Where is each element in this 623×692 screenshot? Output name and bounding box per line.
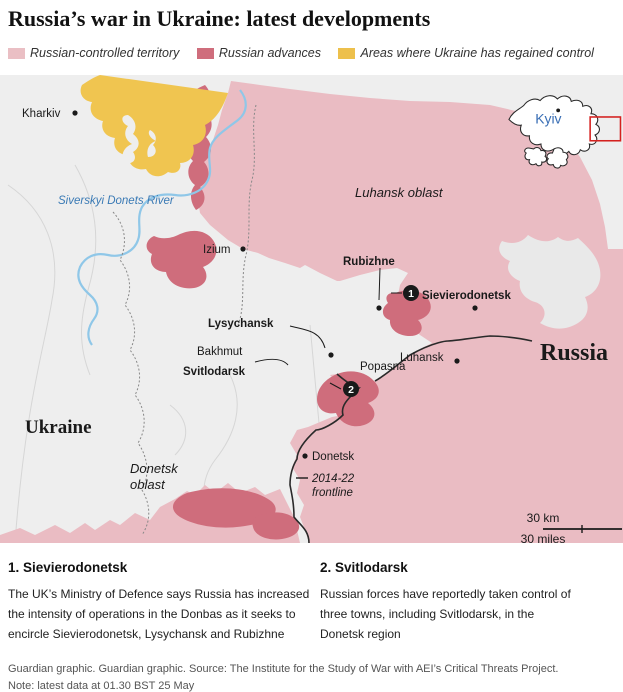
svg-text:Lysychansk: Lysychansk — [208, 318, 274, 330]
svg-text:Rubizhne: Rubizhne — [343, 256, 395, 268]
svg-text:Siverskyi Donets River: Siverskyi Donets River — [58, 195, 175, 207]
svg-text:Russia: Russia — [540, 340, 608, 366]
svg-text:Donetsk: Donetsk — [130, 461, 179, 476]
svg-text:2: 2 — [348, 384, 354, 396]
svg-text:Donetsk: Donetsk — [312, 451, 354, 463]
svg-text:Kyiv: Kyiv — [535, 111, 561, 127]
svg-text:Popasna: Popasna — [360, 361, 406, 373]
svg-text:Kharkiv: Kharkiv — [22, 108, 61, 120]
svg-text:Bakhmut: Bakhmut — [197, 346, 243, 358]
svg-text:2014-22: 2014-22 — [311, 473, 355, 485]
svg-text:1: 1 — [408, 288, 414, 300]
svg-text:frontline: frontline — [312, 487, 353, 499]
svg-text:Izium: Izium — [203, 244, 230, 256]
svg-text:oblast: oblast — [130, 477, 166, 492]
svg-text:Sievierodonetsk: Sievierodonetsk — [422, 290, 511, 302]
svg-text:Luhansk oblast: Luhansk oblast — [355, 185, 444, 200]
svg-text:Svitlodarsk: Svitlodarsk — [183, 366, 246, 378]
svg-text:Ukraine: Ukraine — [25, 417, 92, 438]
svg-text:Luhansk: Luhansk — [400, 352, 444, 364]
svg-text:30 km: 30 km — [527, 511, 560, 525]
svg-text:30 miles: 30 miles — [521, 532, 566, 543]
